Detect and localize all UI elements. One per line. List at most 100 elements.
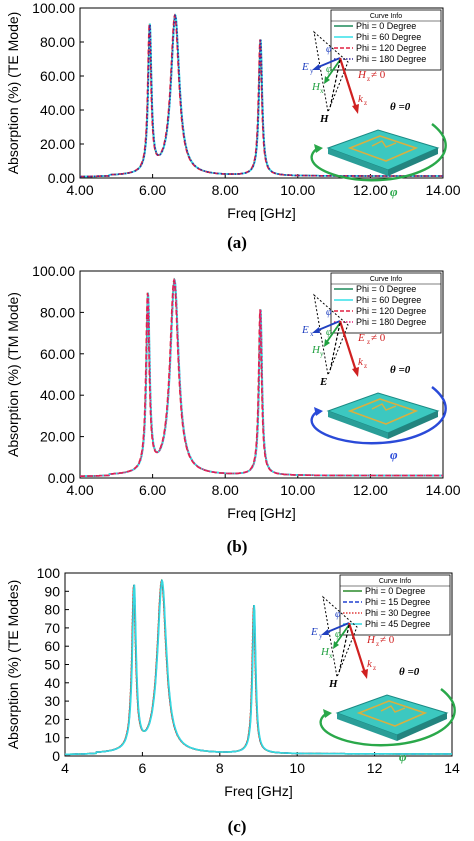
k-vector-arrow: [347, 622, 367, 674]
k-vector-arrowhead: [352, 367, 359, 377]
phi-mark-h: φ: [326, 64, 332, 75]
hz-label: E: [357, 332, 365, 344]
x-tick-label: 4.00: [66, 482, 93, 498]
absorber-slab-side-right: [388, 148, 438, 176]
x-tick-label: 10.00: [280, 182, 315, 198]
h-vector-label: E: [319, 376, 327, 388]
k-vector-arrow: [338, 57, 358, 109]
y-tick-label: 0: [52, 748, 60, 764]
legend-label-1: Phi = 0 Degree: [365, 586, 425, 596]
x-tick-label: 12: [367, 760, 383, 776]
legend-label-3: Phi = 120 Degree: [356, 43, 426, 53]
field-frame: [313, 293, 349, 377]
absorber-slab-side-right: [397, 713, 447, 741]
y-tick-label: 90: [44, 583, 60, 599]
e-field-sub: x: [310, 330, 314, 338]
legend-box: [330, 9, 442, 71]
legend-label-4: Phi = 180 Degree: [356, 54, 426, 64]
y-axis-label: Absorption (%) (TE Mode): [5, 12, 21, 175]
y-tick-label: 100.00: [32, 0, 75, 16]
panel-label: (c): [228, 817, 247, 836]
phi-mark-h: φ: [326, 327, 332, 338]
rotation-arrowhead: [314, 407, 323, 416]
x-tick-label: 6.00: [139, 482, 166, 498]
panel-label: (b): [227, 537, 248, 556]
y-tick-label: 100.00: [32, 263, 75, 279]
k-vector-arrowhead: [352, 104, 359, 114]
legend-title: Curve Info: [379, 578, 411, 585]
hz-label: H: [366, 634, 376, 646]
y-tick-label: 40.00: [40, 102, 75, 118]
y-tick-label: 80.00: [40, 304, 75, 320]
y-tick-label: 20.00: [40, 136, 75, 152]
phi-mark-e: φ: [326, 44, 332, 55]
resonator-inner: [380, 705, 406, 713]
series-line-4: [64, 578, 452, 756]
hz-sub: z: [367, 75, 370, 83]
resonator-inner: [371, 403, 397, 411]
e-field-arrow: [315, 57, 341, 69]
e-field-label: E: [301, 324, 309, 336]
x-tick-label: 12.00: [353, 182, 388, 198]
legend-label-3: Phi = 120 Degree: [356, 306, 426, 316]
h-field-arrow: [325, 59, 341, 81]
x-tick-label: 8.00: [212, 482, 239, 498]
x-axis-label: Freq [GHz]: [227, 505, 295, 521]
resonator-inner: [371, 140, 397, 148]
absorber-slab-side-left: [328, 411, 388, 439]
y-tick-label: 60.00: [40, 68, 75, 84]
y-tick-label: 40: [44, 675, 60, 691]
hz-sub: z: [367, 338, 370, 346]
legend-label-2: Phi = 60 Degree: [356, 295, 421, 305]
y-tick-label: 100: [37, 565, 61, 581]
x-tick-label: 12.00: [353, 482, 388, 498]
theta-label: θ =0: [390, 364, 411, 376]
rotation-arrow: [310, 123, 447, 182]
x-tick-label: 14.00: [425, 182, 460, 198]
chart-panel-1: 4.00 6.00 8.00 10.00 12.00 14.00 0.00 20.00 40.0…: [5, 0, 461, 252]
legend-label-1: Phi = 0 Degree: [356, 21, 416, 31]
h-vector-arrow: [329, 59, 341, 109]
hz-label: H: [357, 69, 367, 81]
series-line-4: [80, 14, 443, 178]
x-tick-label: 6: [139, 760, 147, 776]
x-tick-label: 10.00: [280, 482, 315, 498]
x-tick-label: 6.00: [139, 182, 166, 198]
h-vector-arrow: [338, 624, 350, 674]
chart-panel-3: 4 6 8 10 12 14 0 10 20 30 40 50 60 70 80 90 100 Freq [GHz…: [5, 565, 460, 836]
e-field-label: E: [310, 626, 318, 638]
chart-panel-2: 4.00 6.00 8.00 10.00 12.00 14.00 0.00 20.00 40.0…: [5, 263, 461, 556]
phi-mark-h: φ: [335, 629, 341, 640]
y-tick-label: 0.00: [48, 470, 75, 486]
y-tick-label: 50: [44, 657, 60, 673]
h-field-arrowhead: [324, 339, 330, 347]
y-tick-label: 80: [44, 602, 60, 618]
y-tick-label: 40.00: [40, 387, 75, 403]
x-tick-label: 10: [289, 760, 305, 776]
legend-label-2: Phi = 60 Degree: [356, 32, 421, 42]
y-tick-label: 70: [44, 620, 60, 636]
series-line-4: [80, 279, 443, 477]
h-field-sub: x: [320, 87, 324, 95]
panel-label: (a): [227, 233, 247, 252]
e-field-label: E: [301, 61, 309, 73]
legend-label-4: Phi = 180 Degree: [356, 317, 426, 327]
h-field-sub: y: [320, 350, 324, 358]
y-tick-label: 60: [44, 638, 60, 654]
x-axis-label: Freq [GHz]: [227, 205, 295, 221]
e-field-sub: y: [310, 67, 314, 75]
legend-title: Curve Info: [370, 276, 402, 283]
legend-label-3: Phi = 30 Degree: [365, 608, 430, 618]
absorber-slab-side-right: [388, 411, 438, 439]
y-tick-label: 80.00: [40, 34, 75, 50]
rotation-arrowhead: [323, 709, 332, 718]
absorber-slab-side-left: [337, 713, 397, 741]
x-tick-label: 8.00: [212, 182, 239, 198]
h-field-label: H: [311, 81, 321, 93]
y-tick-label: 30: [44, 693, 60, 709]
k-sub: z: [364, 99, 367, 107]
legend-box: [330, 272, 442, 334]
k-vector-arrowhead: [361, 669, 368, 679]
